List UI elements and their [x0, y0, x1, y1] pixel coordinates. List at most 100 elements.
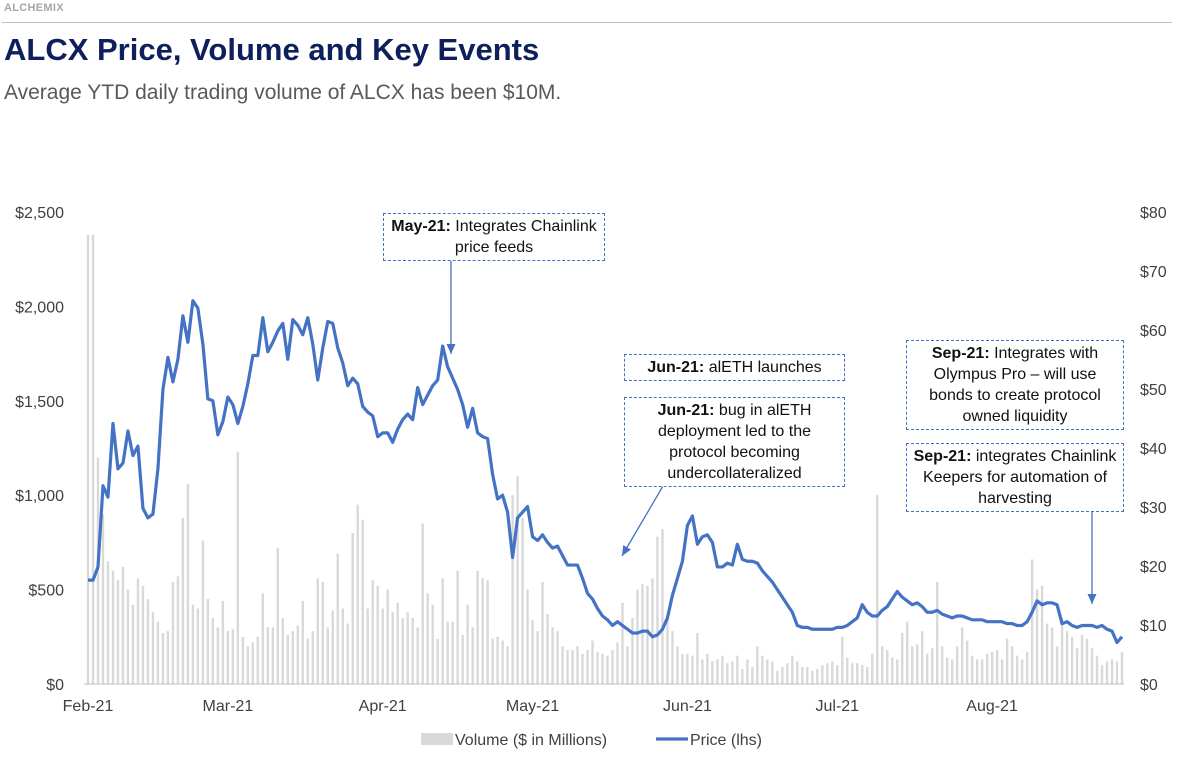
- volume-bar: [201, 540, 205, 684]
- volume-bar: [791, 655, 794, 684]
- volume-bar: [771, 661, 774, 684]
- volume-bar: [831, 661, 834, 684]
- volume-bar: [466, 604, 469, 684]
- volume-bar: [221, 600, 225, 684]
- right-axis-ticks: $0 $10 $20 $30 $40 $50 $60 $70 $80: [1140, 205, 1167, 694]
- right-tick-label: $0: [1140, 677, 1158, 694]
- volume-bar: [451, 621, 454, 684]
- legend-volume-label: Volume ($ in Millions): [455, 732, 607, 749]
- volume-bar: [656, 536, 659, 684]
- volume-bar: [346, 623, 349, 684]
- volume-bar: [426, 593, 429, 684]
- legend: Volume ($ in Millions) Price (lhs): [421, 732, 762, 749]
- volume-bar: [1065, 631, 1069, 684]
- volume-bar: [351, 532, 354, 684]
- volume-bar: [521, 517, 524, 684]
- volume-bar: [1015, 655, 1019, 684]
- volume-bar: [1005, 638, 1009, 684]
- volume-bar: [676, 646, 679, 684]
- volume-bar: [141, 585, 145, 684]
- volume-bar: [781, 667, 784, 684]
- volume-bar: [296, 625, 299, 684]
- volume-bar: [1025, 651, 1029, 684]
- volume-bar: [766, 659, 769, 684]
- volume-bar: [1095, 655, 1099, 684]
- volume-bar: [476, 570, 479, 684]
- volume-bar: [206, 599, 210, 684]
- volume-bar: [526, 589, 529, 684]
- annotation-aleth-launches: Jun-21: alETH launches: [624, 354, 845, 381]
- volume-bar: [86, 234, 90, 684]
- volume-bar: [196, 608, 200, 684]
- volume-bar: [1035, 589, 1039, 684]
- annotation-arrows: [446, 260, 1097, 604]
- volume-bar: [1020, 659, 1024, 684]
- volume-bar: [761, 655, 764, 684]
- volume-bar: [136, 578, 140, 684]
- volume-bar: [386, 589, 389, 684]
- legend-volume-swatch: [421, 733, 453, 745]
- volume-bar: [121, 566, 125, 684]
- annotation-chainlink-price-feeds: May-21: Integrates Chainlink price feeds: [383, 213, 605, 261]
- volume-bar: [586, 650, 589, 684]
- volume-bar: [821, 665, 824, 684]
- volume-bar: [1030, 559, 1034, 684]
- volume-bar: [811, 670, 814, 684]
- volume-bar: [611, 650, 614, 684]
- arrow-chainlink-keepers-head: [1087, 594, 1097, 604]
- volume-bar: [161, 633, 165, 684]
- left-tick-label: $1,000: [15, 488, 64, 505]
- volume-bar: [551, 627, 554, 684]
- volume-bar: [930, 648, 934, 684]
- volume-bar: [806, 667, 809, 684]
- volume-bar: [131, 604, 135, 684]
- volume-bar: [1010, 646, 1014, 684]
- volume-bar: [621, 602, 624, 684]
- volume-bar: [286, 634, 290, 684]
- volume-bar: [731, 661, 734, 684]
- volume-bar: [626, 646, 629, 684]
- volume-bar: [1060, 617, 1064, 684]
- volume-bar: [191, 604, 195, 684]
- volume-bar: [876, 495, 879, 684]
- volume-bar: [881, 646, 884, 684]
- volume-bar: [361, 519, 364, 684]
- volume-bar: [606, 655, 609, 684]
- volume-bar: [396, 602, 399, 684]
- volume-bar: [281, 617, 285, 684]
- volume-bar: [816, 668, 819, 684]
- volume-bar: [955, 646, 959, 684]
- left-tick-label: $2,500: [15, 205, 64, 222]
- volume-bar: [231, 629, 235, 684]
- volume-bar: [796, 661, 799, 684]
- volume-bar: [746, 659, 749, 684]
- volume-bar: [541, 582, 544, 684]
- annotation-date: Sep-21:: [931, 345, 990, 362]
- volume-bar: [156, 621, 160, 684]
- x-tick-label: Jul-21: [816, 698, 860, 715]
- volume-bar: [651, 578, 654, 684]
- volume-bar: [266, 627, 270, 684]
- volume-bar: [826, 663, 829, 684]
- volume-bar: [1050, 627, 1054, 684]
- volume-bar: [471, 627, 474, 684]
- volume-bar: [985, 653, 989, 684]
- volume-bar: [1080, 634, 1084, 684]
- volume-bar: [256, 636, 260, 684]
- volume-bar: [661, 529, 664, 684]
- volume-bar: [456, 570, 459, 684]
- volume-bar: [965, 640, 969, 684]
- annotation-text: Integrates with Olympus Pro – will use b…: [929, 345, 1101, 425]
- volume-bar: [261, 593, 265, 684]
- price-volume-chart: $0$500$1,000$1,500$2,000$2,500 $0$10$20$…: [15, 205, 1167, 749]
- volume-bar: [1045, 623, 1049, 684]
- volume-bar: [696, 633, 699, 684]
- volume-bar: [1000, 659, 1004, 684]
- header-rule: [2, 22, 1172, 23]
- left-tick-label: $2,000: [15, 299, 64, 316]
- volume-bar: [891, 657, 894, 684]
- volume-bar: [975, 659, 979, 684]
- volume-bar: [226, 631, 230, 684]
- volume-bar: [146, 599, 150, 684]
- volume-bar: [681, 653, 684, 684]
